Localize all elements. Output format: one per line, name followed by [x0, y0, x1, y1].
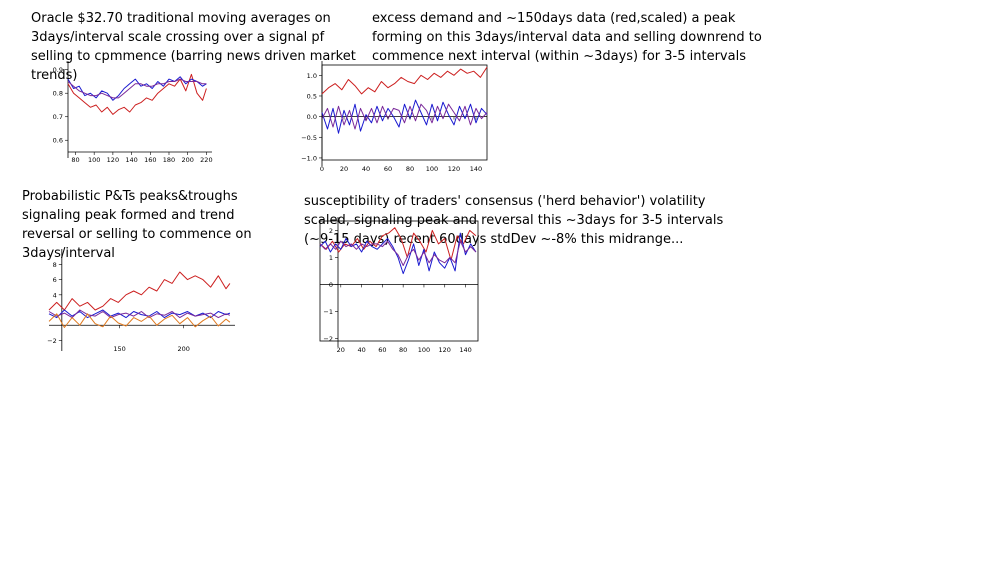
x-tick-label: 60 — [378, 346, 386, 354]
x-tick-label: 40 — [362, 165, 370, 173]
x-tick-label: 200 — [181, 156, 193, 164]
x-tick-label: 100 — [418, 346, 430, 354]
x-tick-label: 120 — [448, 165, 460, 173]
series-line-purple — [48, 309, 231, 319]
x-tick-label: 200 — [177, 345, 189, 353]
x-tick-label: 160 — [144, 156, 156, 164]
series-line-red — [67, 73, 207, 115]
y-tick-label: 0.8 — [53, 90, 63, 98]
caption-herd-line2: (~9-15 days) recent 60days stdDev ~-8% t… — [304, 232, 684, 247]
series-line-purple — [319, 240, 477, 266]
herd-behavior-chart: 20 40 60 80 100 120 140 −2 −1 0 1 2 — [319, 217, 479, 354]
x-tick-label: 140 — [459, 346, 471, 354]
x-tick-label: 120 — [439, 346, 451, 354]
series-line-orange — [48, 313, 231, 328]
excess-demand-chart: 0 20 40 60 80 100 120 140 −1.0 −0.5 0.0 0.5 1.0 — [301, 61, 488, 173]
y-tick-label: 8 — [53, 261, 57, 269]
y-tick-label: 0.0 — [307, 113, 317, 121]
plot-frame — [319, 220, 479, 342]
caption-herd-behavior: susceptibility of traders' consensus ('h… — [304, 192, 734, 249]
x-tick-label: 140 — [125, 156, 137, 164]
y-tick-label: 0.6 — [53, 137, 63, 145]
x-tick-label: 20 — [340, 165, 348, 173]
y-tick-label: 1 — [329, 254, 333, 262]
y-tick-label: 0.7 — [53, 113, 63, 121]
series-line-purple — [67, 78, 207, 99]
series-line-blue — [321, 99, 488, 134]
y-tick-label: −1.0 — [301, 154, 317, 162]
y-tick-label: 0 — [329, 281, 333, 289]
y-tick-label: 2 — [329, 227, 333, 235]
series-line-red — [48, 271, 231, 311]
caption-herd-line1: susceptibility of traders' consensus ('h… — [304, 194, 724, 228]
x-tick-label: 180 — [163, 156, 175, 164]
series-line-blue — [67, 76, 207, 101]
moving-averages-chart: 80 100 120 140 160 180 200 220 0.6 0.7 0.8 0.9 — [53, 61, 213, 164]
y-tick-label: 1.0 — [307, 72, 317, 80]
caption-moving-averages: Oracle $32.70 traditional moving average… — [31, 11, 356, 83]
x-tick-label: 80 — [406, 165, 414, 173]
y-tick-label: 0.5 — [307, 92, 317, 100]
caption-excess-demand: excess demand and ~150days data (red,sca… — [372, 11, 762, 64]
x-tick-label: 150 — [113, 345, 125, 353]
y-tick-label: −1 — [323, 308, 333, 316]
peaks-troughs-chart: 150 200 −2 4 6 8 — [47, 249, 235, 353]
x-tick-label: 0 — [320, 165, 324, 173]
x-tick-label: 40 — [357, 346, 365, 354]
y-tick-label: −2 — [323, 335, 333, 343]
x-tick-label: 60 — [384, 165, 392, 173]
x-tick-label: 140 — [470, 165, 482, 173]
series-line-red — [319, 227, 477, 261]
y-tick-label: 6 — [53, 276, 57, 284]
x-tick-label: 80 — [399, 346, 407, 354]
caption-peaks-troughs: Probabilistic P&Ts peaks&troughs signali… — [22, 189, 252, 261]
y-tick-label: 4 — [53, 291, 57, 299]
x-tick-label: 220 — [200, 156, 212, 164]
y-tick-label: −0.5 — [301, 134, 317, 142]
series-line-blue — [48, 309, 231, 319]
x-tick-label: 100 — [88, 156, 100, 164]
x-tick-label: 120 — [107, 156, 119, 164]
y-tick-label: 0.9 — [53, 66, 63, 74]
x-tick-label: 20 — [337, 346, 345, 354]
series-line-purple — [321, 103, 488, 130]
x-tick-label: 100 — [426, 165, 438, 173]
y-tick-label: −2 — [47, 337, 57, 345]
x-tick-label: 80 — [71, 156, 79, 164]
series-line-red — [321, 66, 488, 95]
